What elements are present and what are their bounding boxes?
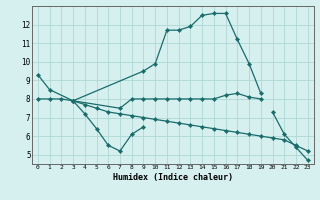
- X-axis label: Humidex (Indice chaleur): Humidex (Indice chaleur): [113, 173, 233, 182]
